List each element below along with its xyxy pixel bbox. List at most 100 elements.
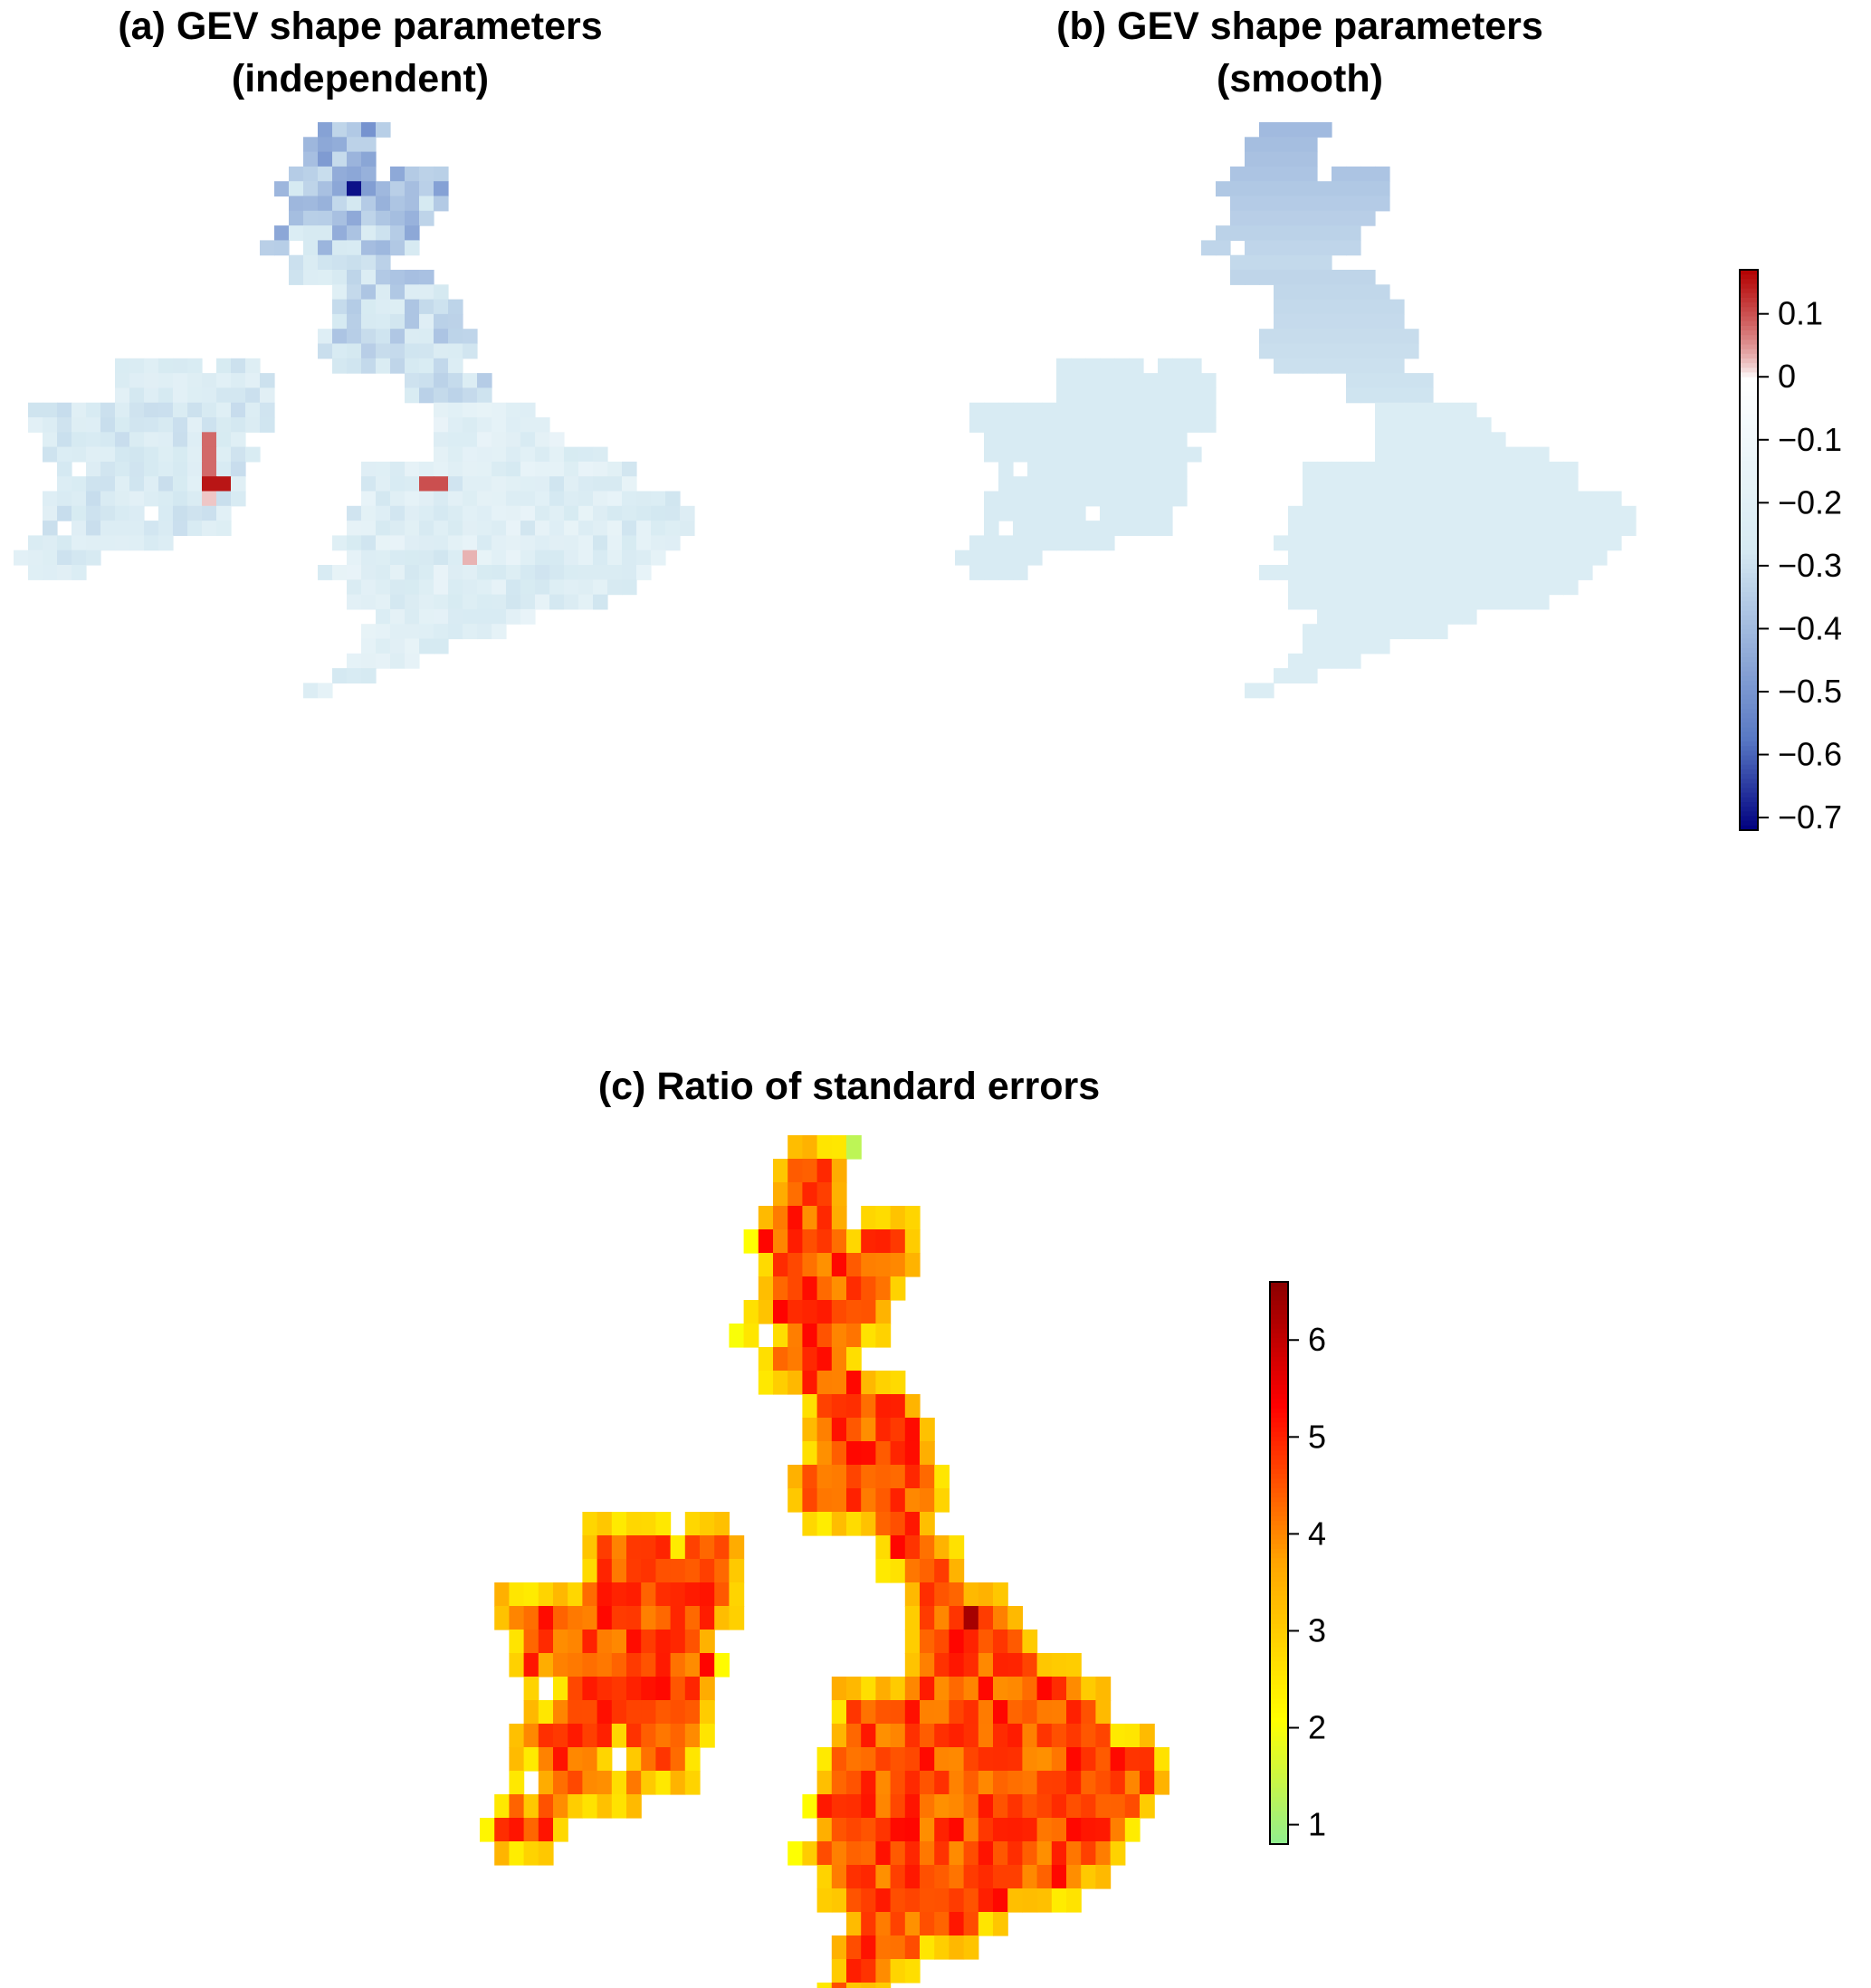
panel-c-cell <box>523 1794 539 1819</box>
panel-b-cell <box>1476 594 1492 610</box>
ratio-colorbar-swatch <box>1270 1418 1288 1424</box>
panel-a-cell <box>492 432 507 448</box>
panel-a-cell <box>520 446 536 463</box>
panel-b-cell <box>1346 491 1361 507</box>
panel-b-cell <box>1332 299 1347 315</box>
panel-a-cell <box>434 358 449 374</box>
panel-b-cell <box>984 565 999 580</box>
panel-c-cell <box>934 1794 950 1819</box>
panel-a-cell <box>665 535 681 551</box>
panel-c-cell <box>978 1653 994 1677</box>
panel-a-cell <box>607 521 623 536</box>
shape-colorbar-swatch <box>1740 279 1758 285</box>
panel-c-cell <box>816 1253 833 1277</box>
panel-c-cell <box>597 1794 613 1819</box>
panel-a-cell <box>463 594 478 610</box>
panel-a-cell <box>347 313 362 330</box>
ratio-colorbar-swatch <box>1270 1605 1288 1611</box>
panel-c-cell <box>597 1559 613 1583</box>
shape-colorbar-swatch <box>1740 302 1758 309</box>
shape-colorbar-swatch <box>1740 414 1758 420</box>
ratio-colorbar-swatch <box>1270 1792 1288 1799</box>
panel-a-cell <box>535 550 550 566</box>
panel-a-cell <box>520 521 536 536</box>
panel-c-cell <box>509 1771 525 1795</box>
panel-a-cell <box>144 417 159 433</box>
panel-c-cell <box>1051 1841 1067 1866</box>
panel-c-cell <box>582 1771 598 1795</box>
panel-c-cell <box>846 1253 862 1277</box>
shape-colorbar-swatch <box>1740 671 1758 677</box>
panel-c-cell <box>831 1677 847 1701</box>
panel-c-cell <box>831 1512 847 1536</box>
panel-c-cell <box>655 1700 672 1725</box>
panel-c-cell <box>920 1441 935 1466</box>
panel-c-cell <box>949 1700 965 1725</box>
panel-a-cell <box>115 535 130 551</box>
panel-c-cell <box>949 1559 965 1583</box>
ratio-colorbar-swatch <box>1270 1698 1288 1705</box>
panel-b-cell <box>1360 181 1376 197</box>
panel-b-cell <box>1085 402 1101 418</box>
panel-c-cell <box>816 1488 833 1513</box>
panel-b-cell <box>1172 417 1188 433</box>
panel-c-cell <box>949 1888 965 1913</box>
panel-a-cell <box>463 505 478 521</box>
panel-c-cell <box>684 1677 701 1701</box>
panel-b-cell <box>1056 491 1072 507</box>
panel-b-cell <box>1375 432 1390 448</box>
panel-b-cell <box>1129 402 1144 418</box>
panel-c-cell <box>816 1206 833 1230</box>
panel-b-cell <box>1389 579 1405 596</box>
shape-colorbar-swatch <box>1740 288 1758 294</box>
panel-a-cell <box>434 535 449 551</box>
panel-b-cell <box>1158 521 1173 536</box>
panel-a-cell <box>390 343 406 359</box>
panel-c-cell <box>904 1653 921 1677</box>
panel-b-cell <box>1332 521 1347 536</box>
panel-a-cell <box>405 653 420 669</box>
panel-c-cell <box>920 1535 935 1560</box>
panel-a-cell <box>506 476 521 492</box>
panel-b-cell <box>1375 402 1390 418</box>
panel-a-cell <box>477 624 492 640</box>
panel-a-cell <box>506 461 521 477</box>
panel-b-cell <box>1360 579 1376 596</box>
panel-b-cell <box>1360 624 1376 640</box>
panel-c-cell <box>538 1841 554 1866</box>
panel-a-cell <box>492 417 507 433</box>
panel-c-cell <box>568 1724 583 1748</box>
panel-b-cell <box>1462 505 1477 521</box>
panel-b-cell <box>1332 491 1347 507</box>
panel-a-cell <box>549 505 565 521</box>
panel-a-cell <box>158 373 174 388</box>
panel-a-cell <box>520 432 536 448</box>
panel-c-cell <box>963 1582 979 1607</box>
panel-c-cell <box>920 1724 935 1748</box>
panel-c-cell <box>1081 1724 1096 1748</box>
panel-a-cell <box>187 387 203 404</box>
panel-a-cell <box>622 461 637 477</box>
panel-b-cell <box>1158 402 1173 418</box>
panel-a-cell <box>28 550 43 566</box>
panel-a-cell <box>390 358 406 374</box>
panel-a-cell <box>549 432 565 448</box>
panel-c-cell <box>641 1724 656 1748</box>
shape-colorbar-swatch <box>1740 368 1758 374</box>
panel-c-cell <box>758 1371 774 1395</box>
panel-a-cell <box>665 491 681 507</box>
panel-b-cell <box>1288 225 1303 241</box>
shape-colorbar-swatch <box>1740 760 1758 766</box>
panel-b-cell <box>1418 521 1434 536</box>
panel-a-cell <box>231 491 246 507</box>
panel-b-cell <box>1303 521 1318 536</box>
panel-b-cell <box>1621 521 1637 536</box>
panel-a-cell <box>376 653 391 669</box>
panel-b-cell <box>1158 358 1173 374</box>
panel-c-cell <box>626 1794 642 1819</box>
panel-c-cell <box>538 1747 554 1772</box>
panel-a-cell <box>390 505 406 521</box>
panel-a-cell <box>43 402 58 418</box>
panel-c-cell <box>875 1865 892 1889</box>
panel-b-cell <box>1143 461 1159 477</box>
